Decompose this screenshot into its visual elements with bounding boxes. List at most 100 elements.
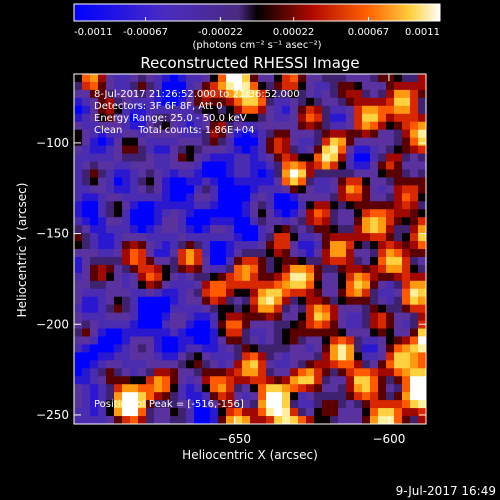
heatmap-cell (250, 97, 259, 107)
heatmap-cell (346, 225, 355, 234)
heatmap-cell (130, 272, 139, 282)
heatmap-cell (362, 241, 371, 250)
heatmap-cell (154, 241, 163, 250)
heatmap-cell (186, 153, 195, 163)
heatmap-cell (162, 360, 171, 369)
x-axis-tick-labels: −650−600−550 (218, 432, 405, 446)
heatmap-cell (170, 344, 179, 353)
heatmap-cell (402, 280, 411, 290)
heatmap-cell (210, 97, 219, 107)
heatmap-cell (362, 320, 371, 330)
heatmap-cell (274, 416, 283, 424)
heatmap-cell (290, 376, 299, 385)
heatmap-cell (290, 288, 299, 298)
heatmap-cell (274, 249, 283, 258)
heatmap-cell (138, 344, 147, 353)
heatmap-cell (362, 280, 371, 290)
heatmap-cell (226, 249, 235, 258)
heatmap-cell (402, 121, 411, 131)
heatmap-cell (106, 328, 115, 338)
heatmap-cell (138, 177, 147, 186)
heatmap-cell (370, 193, 379, 202)
heatmap-cell (346, 360, 355, 369)
heatmap-cell (114, 280, 123, 290)
heatmap-cell (178, 89, 187, 99)
heatmap-cell (98, 312, 107, 322)
heatmap-cell (298, 74, 307, 83)
heatmap-cell (106, 153, 115, 163)
heatmap-cell (346, 392, 355, 401)
heatmap-cell (194, 209, 203, 218)
heatmap-cell (386, 416, 395, 424)
heatmap-cell (282, 408, 291, 417)
heatmap-cell (162, 272, 171, 282)
heatmap-cell (242, 185, 251, 194)
heatmap-cell (178, 264, 187, 274)
heatmap-cell (242, 113, 251, 123)
heatmap-cell (266, 113, 275, 123)
heatmap-cell (154, 312, 163, 322)
heatmap-cell (82, 280, 91, 290)
heatmap-cell (226, 320, 235, 330)
heatmap-cell (154, 344, 163, 353)
heatmap-cell (394, 344, 403, 353)
heatmap-cell (154, 320, 163, 330)
heatmap-cell (106, 81, 115, 91)
heatmap-cell (138, 264, 147, 274)
heatmap-cell (362, 264, 371, 274)
heatmap-cell (410, 209, 419, 218)
heatmap-cell (314, 97, 323, 107)
y-axis-ticks (74, 142, 426, 416)
heatmap-cell (386, 392, 395, 401)
heatmap-cell (242, 296, 251, 306)
heatmap-cell (282, 74, 291, 83)
heatmap-cell (114, 352, 123, 361)
heatmap-cell (338, 113, 347, 123)
heatmap-cell (122, 288, 131, 298)
heatmap-cell (250, 360, 259, 369)
colorbar-tick-label: 0.0011 (405, 27, 440, 38)
heatmap-cell (410, 304, 419, 314)
heatmap-cell (378, 217, 387, 226)
heatmap-cell (82, 408, 91, 417)
heatmap-cell (282, 312, 291, 322)
heatmap-cell (330, 360, 339, 369)
heatmap-cell (218, 320, 227, 330)
heatmap-cell (90, 376, 99, 385)
heatmap-cell (122, 376, 131, 385)
heatmap-cell (242, 201, 251, 210)
heatmap-cell (314, 288, 323, 298)
heatmap-cell (306, 193, 315, 202)
heatmap-cell (106, 74, 115, 83)
heatmap-cell (290, 256, 299, 266)
heatmap-cell (226, 185, 235, 194)
heatmap-cell (242, 368, 251, 377)
heatmap-cell (410, 249, 419, 258)
heatmap-cell (178, 328, 187, 338)
heatmap-cell (146, 280, 155, 290)
heatmap-cell (114, 264, 123, 274)
heatmap-cell (226, 256, 235, 266)
heatmap-cell (242, 408, 251, 417)
heatmap-cell (266, 400, 275, 409)
heatmap-cell (266, 368, 275, 377)
heatmap-cell (234, 256, 243, 266)
heatmap-cell (154, 225, 163, 234)
heatmap-cell (226, 113, 235, 123)
heatmap-cell (298, 233, 307, 242)
heatmap-cell (202, 320, 211, 330)
heatmap-cell (290, 74, 299, 83)
heatmap-cell (378, 344, 387, 353)
heatmap-cell (354, 225, 363, 234)
heatmap-cell (378, 296, 387, 306)
heatmap-cell (194, 256, 203, 266)
heatmap-cell (418, 217, 426, 226)
heatmap-cell (314, 145, 323, 155)
heatmap-cell (290, 169, 299, 178)
heatmap-cell (218, 121, 227, 131)
heatmap-cell (122, 161, 131, 171)
heatmap-cell (274, 336, 283, 346)
heatmap-cell (370, 97, 379, 107)
heatmap-cell (314, 161, 323, 171)
heatmap-cell (122, 280, 131, 290)
